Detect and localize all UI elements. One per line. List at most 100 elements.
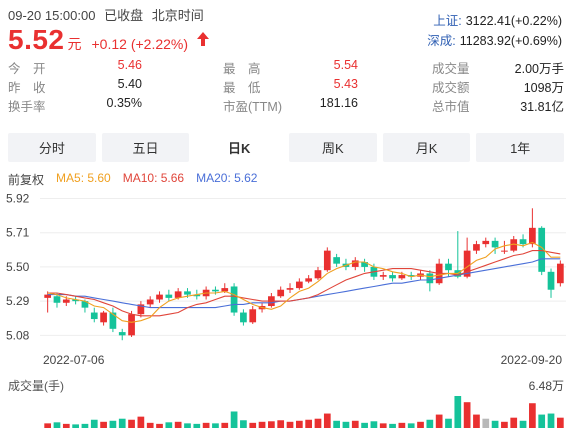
candle-body: [398, 275, 406, 279]
volume-bar: [81, 423, 89, 428]
volume-bar: [128, 419, 135, 428]
volume-bar: [454, 396, 462, 428]
candle: [286, 283, 294, 293]
volume-bar: [323, 413, 331, 428]
candle-body: [156, 294, 163, 300]
tab-intraday[interactable]: 分时: [8, 133, 96, 162]
tab-monthly-k[interactable]: 月K: [382, 133, 471, 162]
quote-row: 今 开 5.46 最 高 5.54 成交量 2.00万手: [8, 58, 564, 77]
candle: [333, 253, 340, 267]
candle: [268, 292, 275, 308]
price-summary: 5.52 元 +0.12 (+2.22%): [8, 24, 210, 55]
quote-label: 换手率: [8, 100, 46, 114]
market-status: 已收盘: [104, 8, 144, 23]
index-row-shenzhen[interactable]: 深成: 11283.92(+0.69%): [427, 31, 562, 51]
volume-chart[interactable]: [0, 394, 570, 428]
candle-body: [212, 289, 219, 292]
quote-value: 5.54: [333, 58, 358, 72]
volume-bar: [333, 420, 340, 428]
volume-bar: [230, 411, 238, 428]
volume-bar: [90, 419, 98, 428]
candle: [556, 260, 564, 287]
candle-body: [361, 262, 368, 267]
candle: [109, 307, 117, 333]
candle: [305, 275, 313, 284]
candle-body: [463, 250, 471, 277]
candle-body: [351, 260, 359, 267]
candlestick-chart[interactable]: 5.92 5.71 5.50 5.29 5.08 2022-07-06 2022-09-20: [0, 190, 570, 376]
volume-bar: [351, 420, 359, 428]
candle: [165, 289, 173, 302]
volume-bar: [295, 420, 303, 428]
candle: [240, 309, 247, 326]
arrow-up-icon: [197, 32, 210, 46]
candle-body: [295, 281, 303, 289]
candle-body: [72, 299, 79, 302]
volume-bar: [529, 403, 536, 428]
volume-bar: [62, 423, 70, 428]
tab-one-year[interactable]: 1年: [476, 133, 565, 162]
volume-bar: [268, 421, 275, 428]
volume-bar: [510, 417, 518, 428]
volume-bar: [501, 421, 508, 428]
volume-bar: [473, 414, 480, 428]
candle-body: [389, 275, 396, 279]
volume-bar: [463, 402, 471, 428]
market-status-line: 09-20 15:00:00 已收盘 北京时间: [8, 5, 209, 24]
index-row-shanghai[interactable]: 上证: 3122.41(+0.22%): [427, 11, 562, 31]
tab-five-day[interactable]: 五日: [101, 133, 190, 162]
volume-bar: [44, 423, 52, 428]
candle: [351, 257, 359, 271]
candle: [53, 292, 61, 308]
candle: [491, 237, 499, 254]
quote-value: 181.16: [319, 96, 358, 110]
candle: [501, 240, 508, 254]
candle-body: [491, 240, 499, 248]
tab-weekly-k[interactable]: 周K: [289, 133, 377, 162]
quote-value: 5.46: [117, 58, 142, 72]
quote-label: 成交额: [432, 81, 470, 95]
tab-daily-k[interactable]: 日K: [195, 133, 284, 162]
quote-value: 5.43: [333, 77, 358, 91]
candle-body: [333, 257, 340, 264]
candle: [44, 291, 52, 313]
candle-body: [146, 299, 154, 305]
candle-body: [482, 240, 490, 245]
volume-bar: [417, 421, 424, 428]
candle-body: [286, 288, 294, 290]
volume-bar: [305, 419, 313, 428]
candle: [128, 310, 135, 337]
candle-body: [118, 332, 126, 336]
quote-label: 成交量: [432, 62, 470, 76]
candle: [295, 278, 303, 290]
quote-row: 换手率 0.35% 市盈(TTM) 181.16 总市值 31.81亿: [8, 96, 564, 115]
volume-bar: [519, 420, 527, 428]
adjust-mode[interactable]: 前复权: [8, 173, 45, 187]
candle-body: [230, 286, 238, 313]
candle: [118, 328, 126, 341]
candle-body: [184, 291, 191, 295]
candle: [389, 271, 396, 282]
candle-body: [501, 250, 508, 252]
price-unit: 元: [67, 36, 82, 52]
timezone-label: 北京时间: [151, 8, 204, 23]
candle-body: [323, 250, 331, 271]
volume-bar: [556, 417, 564, 428]
candle: [435, 258, 443, 285]
candle: [137, 301, 145, 318]
price-change-value: +0.12: [91, 36, 127, 52]
volume-bar: [118, 418, 126, 428]
chart-period-tabs: 分时 五日 日K 周K 月K 1年: [8, 133, 565, 162]
volume-bar: [202, 422, 210, 428]
y-tick-label: 5.71: [6, 226, 30, 240]
y-tick-label: 5.29: [6, 294, 30, 308]
volume-bar: [379, 423, 387, 428]
ma-legend: 前复权 MA5: 5.60 MA10: 5.66 MA20: 5.62: [8, 171, 257, 188]
candle-body: [305, 278, 313, 282]
volume-title: 成交量(手): [8, 379, 64, 393]
index-name: 深成:: [427, 34, 456, 48]
quote-value: 0.35%: [106, 96, 142, 110]
candle-body: [174, 291, 182, 298]
index-name: 上证:: [433, 14, 462, 28]
volume-bar: [156, 423, 163, 428]
